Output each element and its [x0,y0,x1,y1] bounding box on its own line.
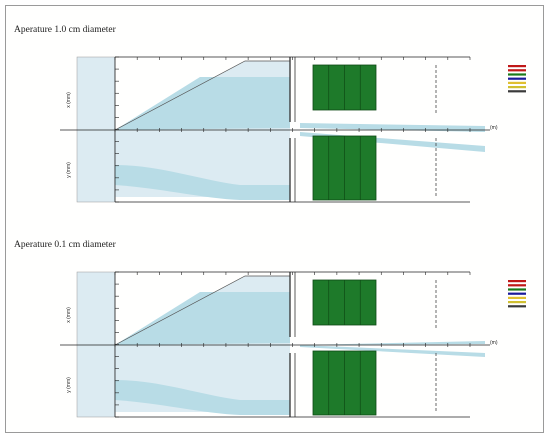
upper-envelope-edge [114,275,290,346]
legend-swatch [508,69,526,72]
left-margin-strip [76,56,116,203]
legend-swatch [508,81,526,84]
legend-swatch [508,305,526,308]
beam-envelope-svg-1: x (mm) y (mm) (m) [60,56,526,203]
legend-swatch [508,301,526,304]
y-axis-label-lower: y (mm) [66,162,72,178]
legend-swatch [508,73,526,76]
upper-envelope-inner [115,77,290,130]
legend-swatch [508,65,526,68]
left-margin-strip [76,271,116,418]
drift-beam-lower [300,345,485,357]
y-axis-label-upper: x (mm) [66,92,72,108]
y-axis-label-upper: x (mm) [66,307,72,323]
x-axis-unit: (m) [490,340,498,346]
y-axis-label-lower: y (mm) [66,377,72,393]
lower-envelope-inner [115,165,290,200]
drift-beam-upper [300,341,485,345]
upper-envelope-edge [114,60,290,131]
drift-beam-upper [300,123,485,132]
legend-swatch [508,86,526,89]
legend-swatch [508,288,526,291]
x-axis-unit: (m) [490,125,498,131]
lower-envelope-inner [115,380,290,415]
legend-swatch [508,280,526,283]
legend-swatch [508,77,526,80]
beam-envelope-svg-2: x (mm) y (mm) (m) [60,271,526,418]
upper-envelope-inner [115,292,290,345]
section-title-1: Aperature 1.0 cm diameter [14,25,116,35]
beam-envelope-figure-2: x (mm) y (mm) (m) [0,270,549,420]
section-title-2: Aperature 0.1 cm diameter [14,240,116,250]
legend-swatch [508,284,526,287]
legend-swatch [508,296,526,299]
beam-envelope-figure-1: x (mm) y (mm) (m) [0,55,549,205]
legend-swatch [508,90,526,93]
legend-swatch [508,292,526,295]
